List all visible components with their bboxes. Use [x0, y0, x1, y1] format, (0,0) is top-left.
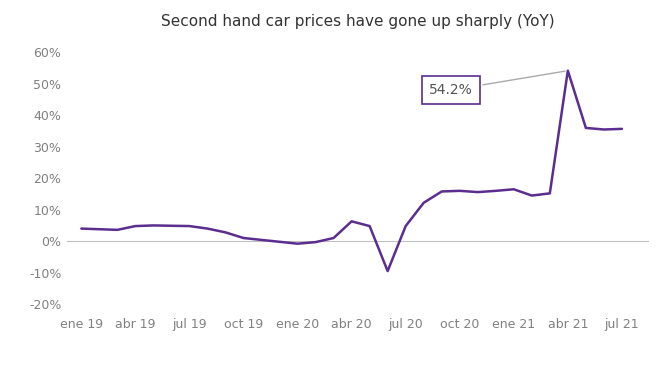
- Title: Second hand car prices have gone up sharply (YoY): Second hand car prices have gone up shar…: [161, 14, 555, 29]
- Text: 54.2%: 54.2%: [429, 71, 565, 97]
